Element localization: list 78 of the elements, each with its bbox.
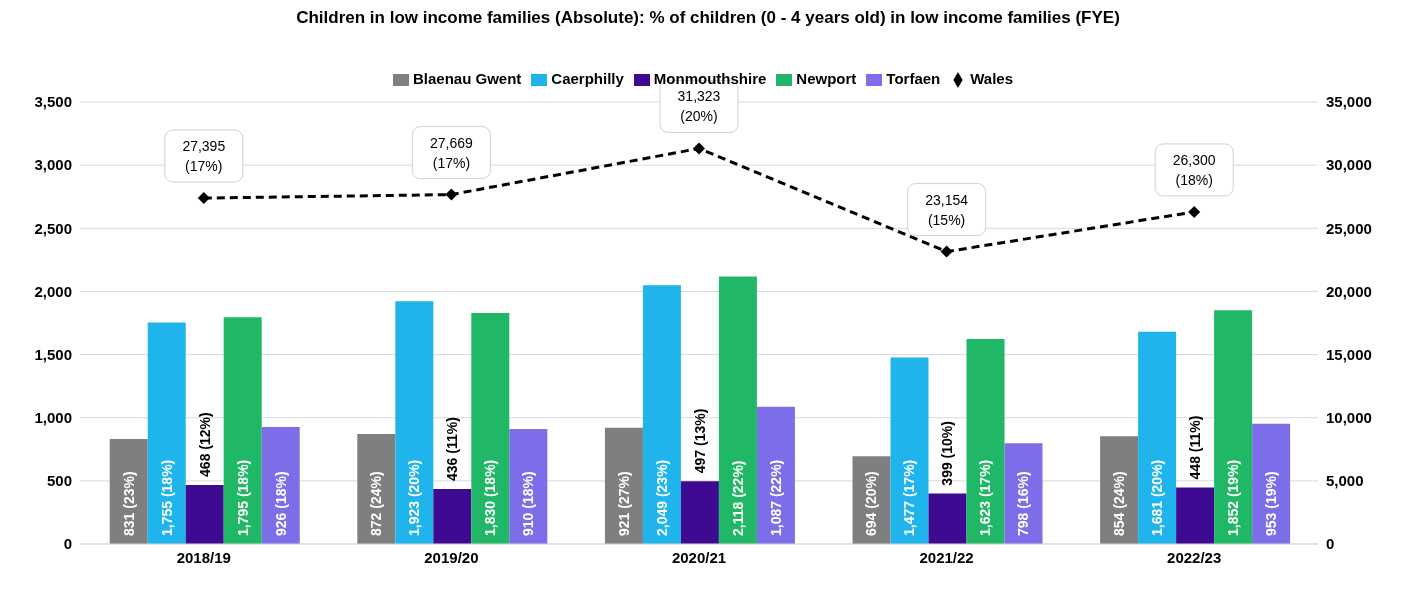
data-label: 953 (19%) [1263,471,1280,536]
data-label: 1,795 (18%) [234,459,251,536]
y-tick-label: 2,500 [34,219,72,237]
bar [1214,310,1253,544]
data-label: 1,477 (17%) [901,459,918,536]
x-tick-label: 2019/20 [424,548,479,566]
data-label: 497 (13%) [691,408,708,474]
data-label: 399 (10%) [939,421,956,486]
data-label: 798 (16%) [1015,471,1032,536]
bar [223,317,262,544]
legend-label: Blaenau Gwent [412,70,522,87]
x-tick-label: 2022/23 [1167,548,1222,566]
data-label: 1,755 (18%) [158,459,175,536]
x-tick-label: 2021/22 [919,548,974,566]
bar [395,301,434,544]
y-tick-label: 3,000 [34,156,72,174]
point [1188,205,1201,218]
y-tick-label: 1,000 [34,409,72,427]
legend-label: Newport [796,70,857,87]
y-tick-label: 500 [46,472,72,490]
data-label: 1,623 (17%) [977,459,994,536]
data-label: 1,681 (20%) [1149,459,1166,536]
y2-tick-label: 30,000 [1326,156,1372,174]
x-tick-label: 2020/21 [671,548,727,566]
y2-tick-label: 25,000 [1326,219,1372,237]
bar [890,357,929,544]
data-label: 921 (27%) [615,471,632,536]
y2-tick-label: 35,000 [1326,93,1372,111]
y2-tick-label: 15,000 [1326,345,1372,363]
bar [928,493,967,544]
legend-label: Monmouthshire [653,70,767,87]
legend-label: Caerphilly [551,70,624,87]
point [445,188,458,201]
data-label: 31,323 (20%) [677,88,721,125]
data-label: 2,118 (22%) [729,460,746,536]
data-label: 1,852 (19%) [1225,459,1242,536]
chart-title: Children in low income families (Absolute): % of children (0 - 4 years old) in low income families (FYE) [295,8,1121,28]
point [197,192,210,205]
y2-tick-label: 20,000 [1326,282,1372,300]
data-label: 27,395 (17%) [182,138,226,175]
bar [642,285,681,544]
bar [718,276,757,544]
y-tick-label: 0 [63,535,72,553]
data-label: 448 (11%) [1187,415,1204,480]
data-label: 1,087 (22%) [767,459,784,536]
data-label: 23,154 (15%) [925,191,969,228]
legend-label: Wales [970,70,1014,87]
x-tick-label: 2018/19 [176,548,231,566]
y-tick-label: 2,000 [34,282,72,300]
point [693,142,705,155]
legend-label: Torfaen [886,70,941,87]
bar [185,484,224,544]
data-label: 2,049 (23%) [653,459,670,536]
y-tick-label: 3,500 [34,93,72,111]
bar [147,322,186,544]
data-label: 854 (24%) [1111,471,1128,536]
data-label: 468 (12%) [196,412,213,477]
data-label: 910 (18%) [520,471,537,536]
data-label: 27,669 (17%) [429,134,474,171]
data-label: 1,923 (20%) [406,459,423,536]
data-label: 831 (23%) [120,471,137,536]
bar [1138,331,1177,544]
bar [966,339,1005,544]
bar [433,488,472,544]
bar [680,481,719,544]
y2-tick-label: 5,000 [1326,472,1364,490]
data-label: 872 (24%) [368,471,385,536]
bar [471,312,510,544]
bar [1176,487,1215,544]
data-label: 694 (20%) [863,471,880,536]
point [940,245,953,258]
y2-tick-label: 10,000 [1326,409,1372,427]
data-label: 926 (18%) [272,471,289,536]
data-label: 436 (11%) [444,417,461,481]
data-label: 26,300 (18%) [1172,151,1216,188]
y2-tick-label: 0 [1326,535,1335,553]
data-label: 1,830 (18%) [482,459,499,536]
y-tick-label: 1,500 [34,345,72,363]
